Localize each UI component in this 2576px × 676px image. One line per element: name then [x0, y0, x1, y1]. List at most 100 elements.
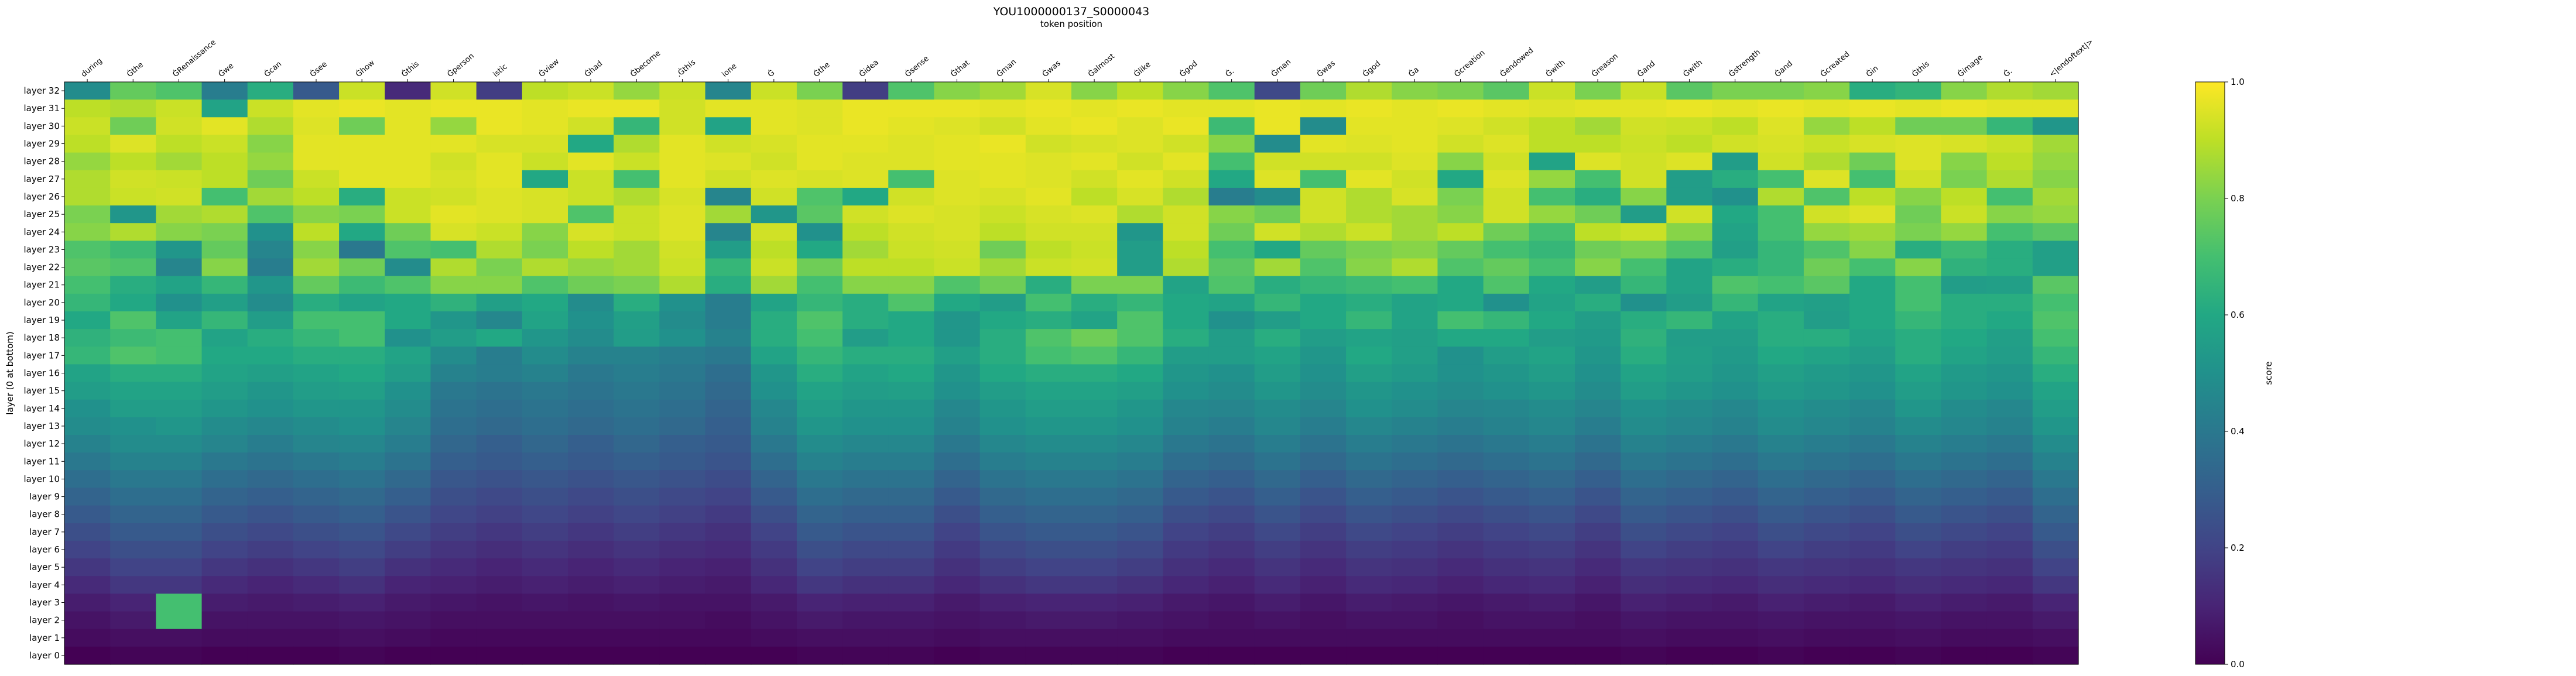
heatmap-cell: [614, 629, 660, 647]
heatmap-cell: [1849, 364, 1896, 383]
heatmap-cell: [1437, 593, 1484, 612]
heatmap-cell: [201, 540, 248, 559]
heatmap-cell: [842, 241, 889, 259]
heatmap-cell: [385, 364, 431, 383]
heatmap-cell: [1529, 435, 1575, 453]
heatmap-cell: [1437, 346, 1484, 365]
heatmap-cell: [293, 241, 340, 259]
heatmap-cell: [1666, 540, 1713, 559]
heatmap-cell: [842, 311, 889, 330]
heatmap-cell: [796, 558, 843, 577]
heatmap-cell: [796, 329, 843, 347]
heatmap-cell: [1392, 99, 1438, 118]
heatmap-cell: [1117, 117, 1163, 136]
y-tick-label: layer 19: [24, 315, 60, 325]
heatmap-cell: [476, 187, 523, 206]
heatmap-cell: [2032, 241, 2079, 259]
heatmap-cell: [156, 417, 203, 435]
heatmap-cell: [522, 293, 568, 312]
y-tick-label: layer 1: [29, 633, 60, 643]
heatmap-cell: [842, 99, 889, 118]
heatmap-cell: [979, 382, 1026, 400]
heatmap-cell: [1758, 223, 1804, 241]
heatmap-cell: [1025, 99, 1072, 118]
heatmap-cell: [568, 241, 614, 259]
heatmap-cell: [1849, 611, 1896, 630]
heatmap-cell: [1163, 99, 1210, 118]
heatmap-cell: [1392, 223, 1438, 241]
heatmap-cell: [293, 205, 340, 224]
heatmap-cell: [1712, 293, 1759, 312]
x-tick-label: Ġbecome: [628, 48, 662, 79]
y-axis-label: layer (0 at bottom): [5, 331, 15, 415]
heatmap-cell: [1025, 629, 1072, 647]
heatmap-cell: [1300, 382, 1347, 400]
heatmap-cell: [705, 611, 752, 630]
heatmap-cell: [1575, 276, 1621, 294]
heatmap-cell: [842, 452, 889, 471]
x-tick-label: Ġwas: [1315, 58, 1337, 79]
heatmap-cell: [1986, 399, 2033, 418]
heatmap-cell: [979, 293, 1026, 312]
heatmap-cell: [1071, 505, 1118, 524]
heatmap-cell: [1803, 82, 1850, 100]
heatmap-cell: [1071, 170, 1118, 188]
heatmap-cell: [1392, 452, 1438, 471]
heatmap-cell: [156, 382, 203, 400]
heatmap-cell: [1254, 311, 1301, 330]
heatmap-cell: [979, 205, 1026, 224]
heatmap-cell: [1437, 135, 1484, 153]
heatmap-cell: [1483, 205, 1530, 224]
heatmap-cell: [1666, 435, 1713, 453]
heatmap-cell: [659, 399, 706, 418]
heatmap-cell: [1392, 205, 1438, 224]
heatmap-cell: [476, 346, 523, 365]
heatmap-cell: [1941, 629, 1988, 647]
heatmap-cell: [934, 417, 981, 435]
heatmap-cell: [1941, 170, 1988, 188]
heatmap-cell: [1529, 311, 1575, 330]
heatmap-cell: [385, 117, 431, 136]
heatmap-cell: [614, 135, 660, 153]
heatmap-cell: [1986, 452, 2033, 471]
heatmap-cell: [522, 329, 568, 347]
heatmap-cell: [1895, 82, 1942, 100]
heatmap-cell: [1208, 82, 1255, 100]
heatmap-cell: [1849, 135, 1896, 153]
heatmap-cell: [201, 293, 248, 312]
heatmap-cell: [979, 170, 1026, 188]
heatmap-cell: [614, 293, 660, 312]
heatmap-cell: [247, 382, 294, 400]
heatmap-cell: [1849, 223, 1896, 241]
heatmap-cell: [156, 558, 203, 577]
heatmap-cell: [659, 346, 706, 365]
heatmap-cell: [888, 540, 935, 559]
heatmap-cell: [339, 452, 385, 471]
heatmap-cell: [705, 382, 752, 400]
heatmap-cell: [934, 170, 981, 188]
heatmap-cell: [2032, 540, 2079, 559]
heatmap-cell: [1437, 99, 1484, 118]
heatmap-cell: [1529, 452, 1575, 471]
heatmap-cell: [1254, 505, 1301, 524]
heatmap-cell: [1849, 399, 1896, 418]
heatmap-cell: [110, 311, 156, 330]
heatmap-cell: [1895, 293, 1942, 312]
heatmap-cell: [1163, 346, 1210, 365]
heatmap-cell: [1758, 187, 1804, 206]
heatmap-cell: [888, 576, 935, 594]
heatmap-cell: [1941, 311, 1988, 330]
heatmap-cell: [1895, 523, 1942, 541]
heatmap-cell: [201, 488, 248, 506]
heatmap-cell: [1621, 241, 1667, 259]
heatmap-cell: [1346, 117, 1392, 136]
heatmap-cell: [979, 276, 1026, 294]
heatmap-cells: [64, 82, 2079, 665]
heatmap-cell: [1712, 558, 1759, 577]
heatmap-cell: [339, 540, 385, 559]
heatmap-cell: [64, 170, 111, 188]
heatmap-cell: [64, 364, 111, 383]
heatmap-cell: [1300, 293, 1347, 312]
heatmap-cell: [1392, 646, 1438, 665]
heatmap-cell: [1025, 241, 1072, 259]
